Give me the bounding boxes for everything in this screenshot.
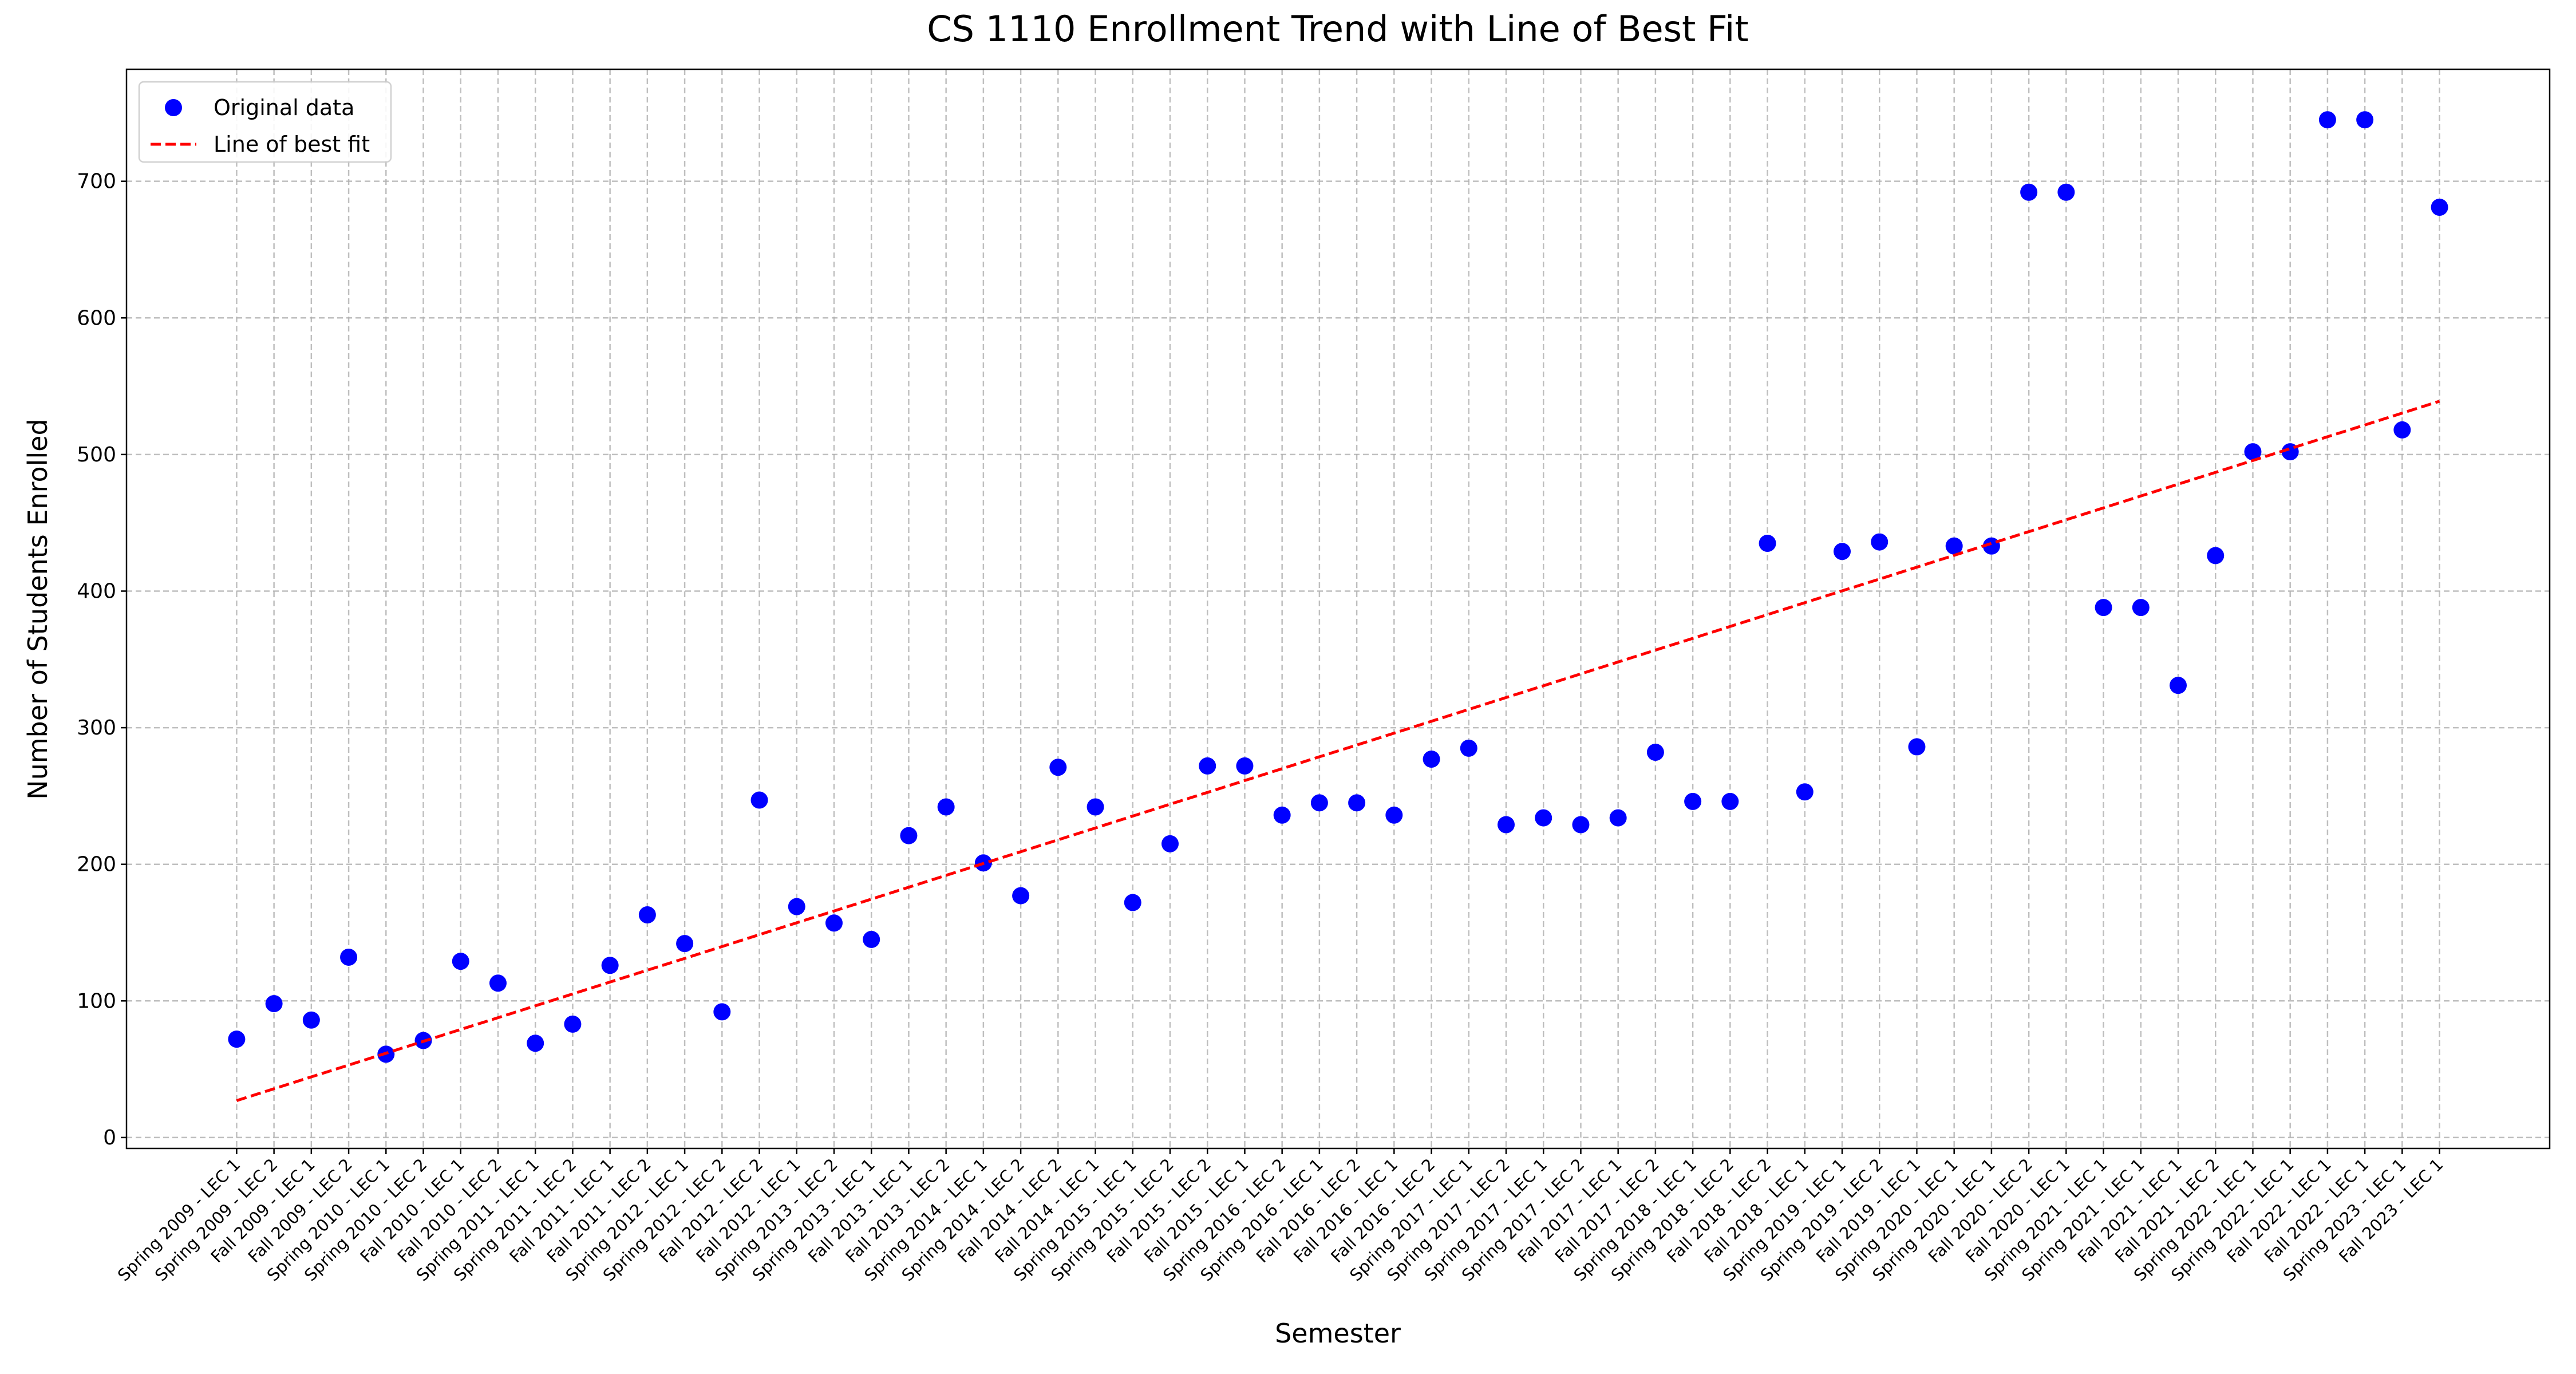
data-point: [1310, 794, 1328, 812]
data-point: [1796, 783, 1814, 801]
data-point: [2356, 111, 2374, 129]
y-tick-label: 100: [77, 989, 116, 1013]
data-point: [1908, 738, 1926, 756]
y-axis-label: Number of Students Enrolled: [22, 418, 53, 799]
data-point: [228, 1030, 246, 1048]
data-point: [527, 1035, 544, 1052]
data-point: [2393, 421, 2411, 439]
data-point: [302, 1011, 320, 1029]
data-point: [1759, 534, 1776, 552]
y-tick-label: 700: [77, 170, 116, 194]
data-point: [601, 957, 619, 974]
data-point: [1385, 806, 1403, 824]
data-point: [2431, 198, 2448, 216]
data-point: [638, 906, 656, 923]
y-tick-label: 0: [103, 1126, 116, 1150]
data-point: [937, 798, 955, 816]
data-point: [2095, 599, 2112, 617]
data-point: [2057, 183, 2075, 201]
data-point: [1572, 816, 1590, 834]
data-point: [489, 974, 507, 992]
data-point: [265, 995, 283, 1013]
data-point: [1236, 757, 1254, 775]
data-point: [2170, 677, 2187, 694]
data-point: [1498, 816, 1515, 834]
data-point: [676, 935, 694, 953]
data-point: [900, 827, 918, 844]
data-point: [1460, 739, 1477, 757]
plot-frame: [125, 68, 2551, 1150]
y-tick-label: 200: [77, 853, 116, 876]
data-point: [750, 791, 768, 809]
legend: Original data Line of best fit: [138, 81, 392, 163]
legend-marker: [165, 99, 182, 116]
data-point: [1086, 798, 1104, 816]
data-point: [1348, 794, 1366, 812]
legend-label: Original data: [214, 95, 354, 120]
data-point: [2020, 183, 2038, 201]
data-point: [2132, 599, 2150, 617]
y-tick-label: 500: [77, 443, 116, 467]
data-point: [1945, 537, 1963, 555]
data-point: [2318, 111, 2336, 129]
data-point: [340, 948, 358, 966]
y-tick-label: 400: [77, 579, 116, 603]
data-point: [1161, 835, 1179, 852]
data-point: [1423, 750, 1440, 768]
y-tick-label: 300: [77, 716, 116, 740]
data-point: [1273, 806, 1291, 824]
data-point: [1834, 543, 1851, 560]
data-point: [1609, 809, 1627, 827]
data-point: [863, 930, 880, 948]
data-point: [2244, 443, 2262, 461]
data-point: [1684, 792, 1702, 810]
data-point: [1049, 759, 1067, 776]
legend-box: [138, 81, 392, 163]
data-point: [1646, 744, 1664, 761]
data-point: [1535, 809, 1552, 827]
data-point: [713, 1003, 731, 1021]
data-point: [1871, 533, 1888, 551]
y-tick-label: 600: [77, 306, 116, 330]
data-point: [452, 953, 469, 970]
data-point: [825, 914, 843, 932]
data-point: [564, 1015, 582, 1033]
fit-line: [236, 400, 2440, 1102]
data-point: [1012, 887, 1030, 905]
data-point: [1199, 757, 1216, 775]
x-axis-label: Semester: [1275, 1318, 1401, 1349]
data-point: [2207, 547, 2225, 564]
chart-title: CS 1110 Enrollment Trend with Line of Be…: [927, 8, 1748, 50]
legend-label: Line of best fit: [214, 132, 370, 157]
data-point: [1721, 792, 1739, 810]
data-point: [788, 898, 805, 915]
data-point: [1124, 894, 1141, 911]
